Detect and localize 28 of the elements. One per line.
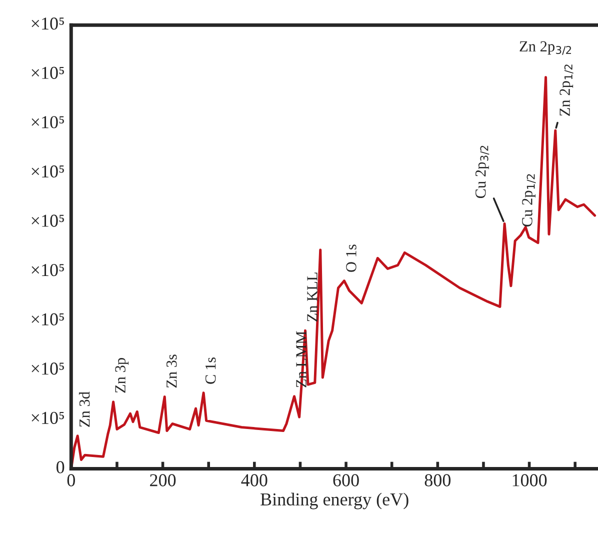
- annotation: Zn 3d: [78, 392, 90, 427]
- text: ×10⁵: [32, 362, 64, 375]
- annotation: Cu 2p$_{1/2}$: [522, 174, 536, 226]
- x-axis-title: Binding energy (eV): [260, 492, 408, 510]
- annotation: Zn KLL: [307, 272, 318, 322]
- x-tick-label: 600: [333, 474, 359, 486]
- annotation: Zn LMM: [296, 331, 306, 388]
- text: ×10⁵: [32, 264, 64, 276]
- x-tick-label: 0: [67, 474, 75, 486]
- annotation: Zn 3p: [115, 358, 129, 393]
- text: ×10⁵: [32, 165, 64, 178]
- annotation: Zn 2p$_{3/2}$: [520, 41, 572, 55]
- x-tick-label: 800: [424, 474, 451, 486]
- x-tick-label: 1000: [512, 474, 547, 486]
- x-tick-label: 200: [150, 474, 176, 486]
- text: ×10⁵: [32, 412, 64, 424]
- x-tick-label: 400: [241, 474, 268, 486]
- text: 0: [56, 461, 64, 474]
- text: ×10⁵: [32, 214, 64, 227]
- annotation: Cu 2p$_{3/2}$: [476, 146, 490, 198]
- annotation: C 1s: [205, 357, 216, 384]
- annotation: Zn 2p$_{1/2}$: [560, 64, 574, 116]
- annotation: O 1s: [346, 244, 356, 272]
- annotation: Zn 3s: [166, 354, 177, 388]
- text: ×10⁵: [32, 17, 64, 30]
- text: ×10⁵: [32, 66, 64, 79]
- text: ×10⁵: [32, 313, 64, 326]
- text: ×10⁵: [32, 116, 64, 128]
